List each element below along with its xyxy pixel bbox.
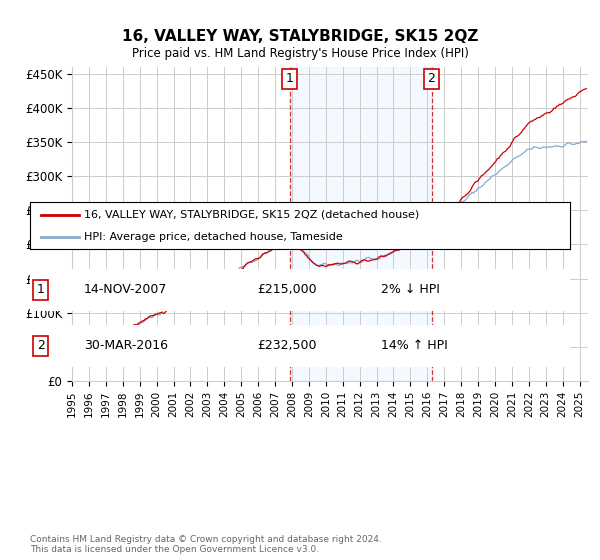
Text: 2: 2 — [428, 72, 436, 85]
Text: 16, VALLEY WAY, STALYBRIDGE, SK15 2QZ: 16, VALLEY WAY, STALYBRIDGE, SK15 2QZ — [122, 29, 478, 44]
Text: 14% ↑ HPI: 14% ↑ HPI — [381, 339, 448, 352]
Text: 2% ↓ HPI: 2% ↓ HPI — [381, 283, 440, 296]
Text: 1: 1 — [286, 72, 293, 85]
Text: £232,500: £232,500 — [257, 339, 316, 352]
Bar — [290, 67, 431, 381]
Text: 14-NOV-2007: 14-NOV-2007 — [84, 283, 167, 296]
Text: HPI: Average price, detached house, Tameside: HPI: Average price, detached house, Tame… — [84, 232, 343, 242]
Text: £215,000: £215,000 — [257, 283, 316, 296]
Text: Price paid vs. HM Land Registry's House Price Index (HPI): Price paid vs. HM Land Registry's House … — [131, 46, 469, 60]
Text: 16, VALLEY WAY, STALYBRIDGE, SK15 2QZ (detached house): 16, VALLEY WAY, STALYBRIDGE, SK15 2QZ (d… — [84, 210, 419, 220]
Text: 30-MAR-2016: 30-MAR-2016 — [84, 339, 168, 352]
Text: Contains HM Land Registry data © Crown copyright and database right 2024.
This d: Contains HM Land Registry data © Crown c… — [30, 535, 382, 554]
Text: 2: 2 — [37, 339, 45, 352]
Text: 1: 1 — [37, 283, 45, 296]
